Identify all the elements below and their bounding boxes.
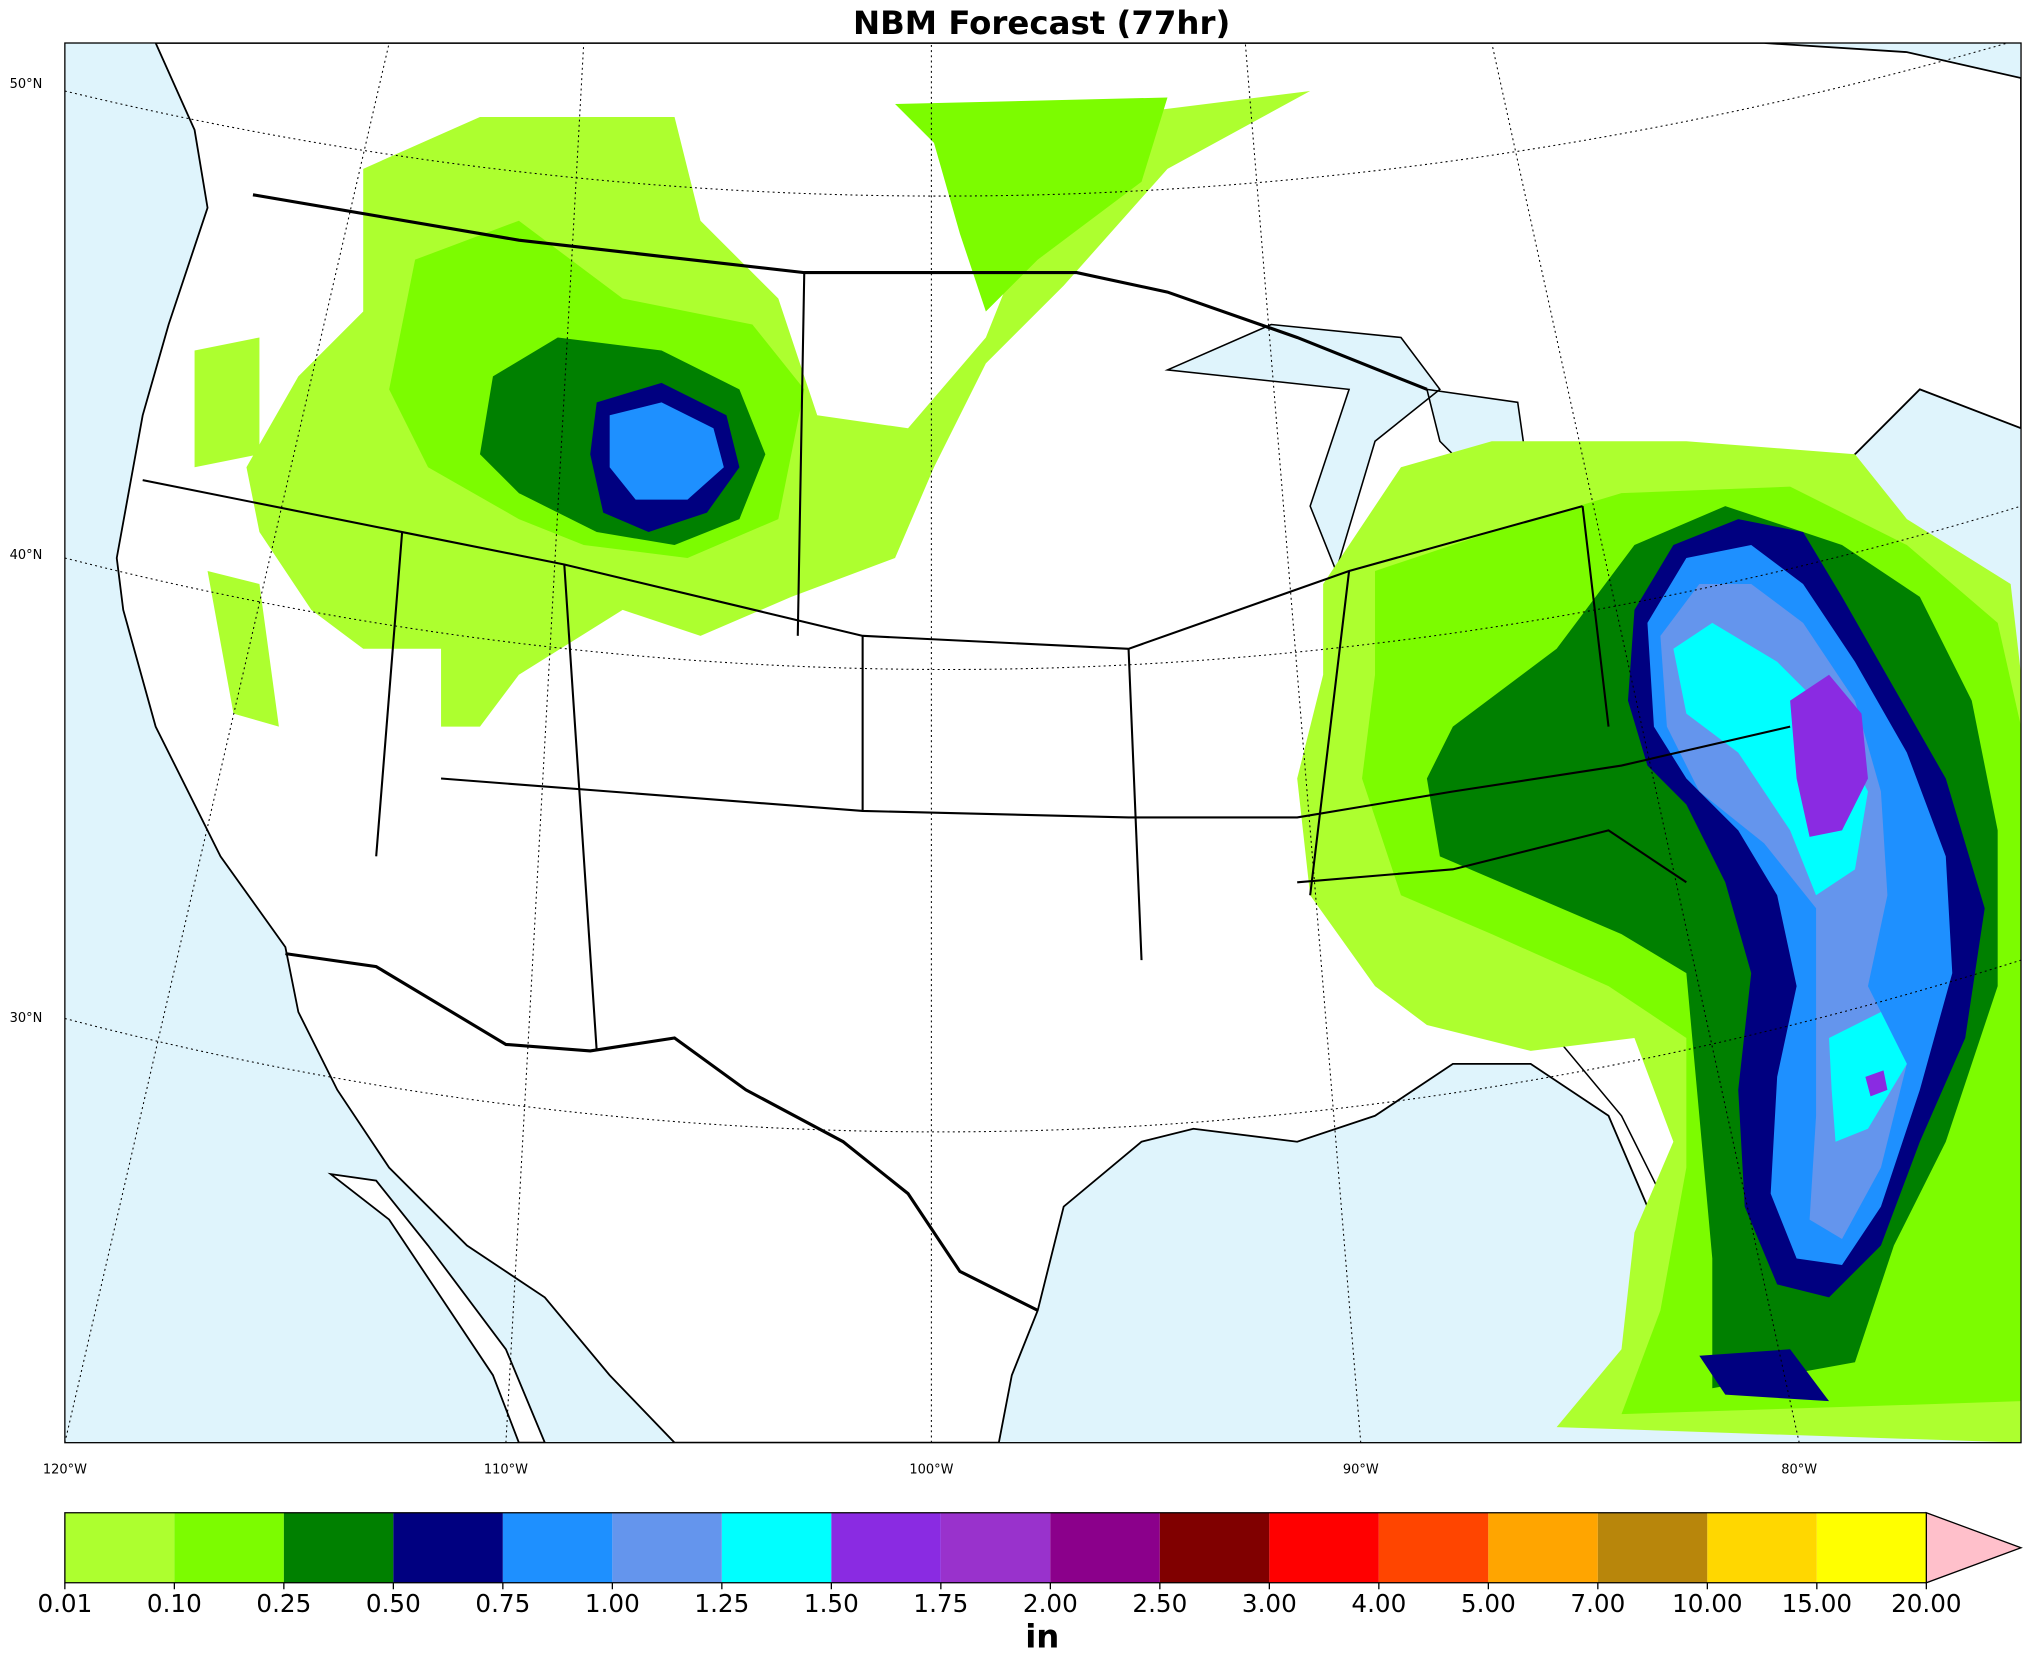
colorbar-tick-label: 20.00 xyxy=(1891,1589,1961,1618)
colorbar-segment xyxy=(1816,1512,1927,1583)
colorbar-segment xyxy=(64,1512,175,1583)
colorbar-tick-label: 0.50 xyxy=(366,1589,421,1618)
colorbar-segment xyxy=(1597,1512,1708,1583)
lon-label: 120°W xyxy=(43,1462,87,1477)
precip-west xyxy=(194,91,1311,727)
colorbar-tick-label: 2.50 xyxy=(1132,1589,1187,1618)
graticule xyxy=(64,43,2022,1443)
colorbar-tick-label: 5.00 xyxy=(1461,1589,1516,1618)
map-labels: 50°N 40°N 30°N 120°W 110°W 100°W 90°W 80°W xyxy=(10,77,1818,1477)
colorbar-outline xyxy=(64,1512,1927,1584)
lat-label: 30°N xyxy=(10,1011,43,1026)
colorbar-segment xyxy=(1269,1512,1379,1583)
colorbar-tick-label: 4.00 xyxy=(1351,1589,1406,1618)
colorbar-extend xyxy=(1925,1511,2023,1584)
colorbar-label: in xyxy=(1025,1618,1059,1656)
map xyxy=(64,42,2022,1444)
colorbar-segment xyxy=(721,1512,832,1583)
colorbar-tick-label: 0.01 xyxy=(37,1589,92,1618)
lon-label: 100°W xyxy=(909,1462,953,1477)
colorbar-segment xyxy=(1159,1512,1270,1583)
colorbar-tick-label: 1.25 xyxy=(694,1589,749,1618)
colorbar-segment xyxy=(1050,1512,1160,1583)
colorbar-segment xyxy=(283,1512,394,1583)
colorbar-segment xyxy=(1707,1512,1817,1583)
colorbar-segment xyxy=(940,1512,1051,1583)
colorbar-tick-label: 0.25 xyxy=(256,1589,311,1618)
colorbar-segment xyxy=(393,1512,503,1583)
colorbar-tick-label: 2.00 xyxy=(1023,1589,1078,1618)
colorbar: 0.01 0.10 0.25 0.50 0.75 1.00 1.25 1.50 1.75 2.00… xyxy=(37,1511,2023,1656)
colorbar-segment xyxy=(502,1512,613,1583)
colorbar-segment xyxy=(831,1512,941,1583)
map-frame xyxy=(64,42,2022,1444)
colorbar-tick-label: 7.00 xyxy=(1570,1589,1625,1618)
colorbar-segment xyxy=(1378,1512,1489,1583)
colorbar-segment xyxy=(1488,1512,1598,1583)
colorbar-tick-label: 0.75 xyxy=(475,1589,530,1618)
colorbar-tick-label: 1.50 xyxy=(804,1589,859,1618)
colorbar-tick-label: 10.00 xyxy=(1672,1589,1742,1618)
lon-label: 110°W xyxy=(484,1462,528,1477)
lon-label: 90°W xyxy=(1343,1462,1379,1477)
colorbar-tick-label: 3.00 xyxy=(1242,1589,1297,1618)
state-borders xyxy=(142,193,1791,1312)
colorbar-tick-label: 1.75 xyxy=(913,1589,968,1618)
colorbar-tick-label: 0.10 xyxy=(147,1589,202,1618)
colorbar-segment xyxy=(174,1512,284,1583)
baja xyxy=(327,1172,546,1443)
lat-label: 40°N xyxy=(10,548,43,563)
colorbar-segment xyxy=(612,1512,722,1583)
lat-label: 50°N xyxy=(10,77,43,92)
colorbar-tick-label: 1.00 xyxy=(585,1589,640,1618)
title: NBM Forecast (77hr) xyxy=(853,4,1230,42)
colorbar-tick-label: 15.00 xyxy=(1782,1589,1852,1618)
lon-label: 80°W xyxy=(1781,1462,1817,1477)
